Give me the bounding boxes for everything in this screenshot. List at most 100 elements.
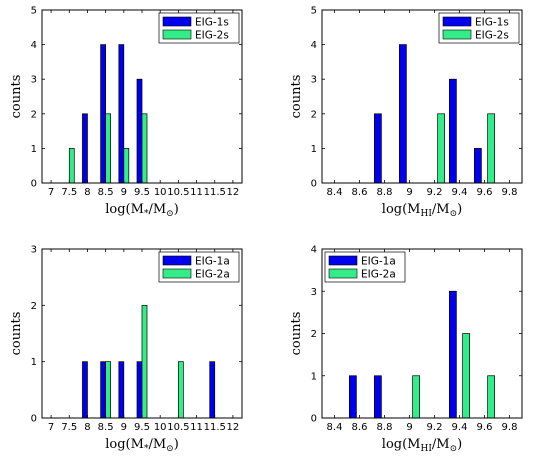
- bar-eig-1a-8: [82, 361, 88, 419]
- x-tick-label: 8.4: [327, 187, 343, 198]
- legend-label-eig-1s: EIG-1s: [195, 17, 229, 29]
- bar-eig-1s-9_4: [449, 78, 457, 184]
- bar-eig-1s-8_8: [374, 113, 382, 184]
- bar-eig-1a-9_4: [449, 290, 457, 419]
- y-tick-label: 0: [31, 414, 37, 425]
- x-tick-label: 8.4: [327, 422, 343, 433]
- bar-eig-2s-9_5: [141, 113, 148, 184]
- y-tick-label: 1: [311, 371, 317, 382]
- x-tick-label: 9.2: [427, 187, 443, 198]
- legend-swatch-eig-2s: [442, 29, 472, 40]
- x-tick-label: 8.8: [377, 187, 393, 198]
- x-tick-label: 9: [121, 422, 127, 433]
- x-tick-label: 8.5: [98, 187, 114, 198]
- legend-swatch-eig-2a: [162, 268, 192, 279]
- x-tick-label: 8.5: [98, 422, 114, 433]
- x-tick-label: 10: [154, 422, 167, 433]
- x-tick-label: 10.5: [167, 187, 189, 198]
- x-tick-label: 9: [406, 187, 412, 198]
- legend-swatch-eig-1s: [442, 16, 472, 27]
- y-tick-label: 1: [31, 144, 37, 155]
- y-axis-label: counts: [289, 312, 304, 356]
- x-tick-label: 7: [48, 187, 54, 198]
- x-tick-label: 12: [227, 187, 240, 198]
- x-axis-label: log(MHI/M⊙): [382, 202, 462, 219]
- x-tick-label: 8.8: [377, 422, 393, 433]
- x-tick-label: 7.5: [61, 187, 77, 198]
- bar-eig-1a-8_5: [100, 361, 106, 419]
- bar-eig-1a-9_5: [136, 361, 143, 419]
- x-tick-label: 11.5: [204, 422, 226, 433]
- legend-label-eig-2a: EIG-2a: [361, 269, 396, 281]
- x-tick-label: 9.5: [134, 187, 150, 198]
- legend-swatch-eig-1a: [328, 255, 358, 266]
- x-tick-label: 7: [48, 422, 54, 433]
- bar-eig-2a-9_5: [141, 304, 148, 419]
- axes-frame: [321, 9, 523, 184]
- y-tick-label: 2: [311, 109, 317, 120]
- y-tick-label: 5: [311, 6, 317, 17]
- bar-eig-1a-8_8: [374, 375, 382, 419]
- x-tick-label: 8: [84, 187, 90, 198]
- y-tick-label: 0: [31, 179, 37, 190]
- legend-label-eig-2a: EIG-2a: [195, 269, 230, 281]
- bar-eig-1s-8_5: [100, 44, 106, 184]
- y-tick-label: 1: [311, 144, 317, 155]
- x-tick-label: 8.6: [352, 187, 368, 198]
- legend-swatch-eig-1a: [162, 255, 192, 266]
- y-tick-label: 2: [311, 329, 317, 340]
- legend-label-eig-1a: EIG-1a: [195, 256, 230, 268]
- bar-eig-2s-9_6: [487, 113, 495, 184]
- y-tick-label: 3: [311, 287, 317, 298]
- bar-eig-2a-9_4: [462, 333, 470, 419]
- y-tick-label: 4: [31, 40, 37, 51]
- bar-eig-2a-10_5: [178, 361, 184, 419]
- bar-eig-1s-9_6: [474, 148, 482, 184]
- bar-eig-2s-7_5: [68, 148, 75, 184]
- x-tick-label: 9: [406, 422, 412, 433]
- y-tick-label: 2: [31, 301, 37, 312]
- x-axis-label: log(MHI/M⊙): [382, 437, 462, 454]
- x-tick-label: 11: [190, 187, 203, 198]
- y-tick-label: 3: [311, 75, 317, 86]
- bar-eig-2a-8_5: [105, 361, 111, 419]
- legend-swatch-eig-1s: [162, 16, 192, 27]
- legend-label-eig-1s: EIG-1s: [475, 17, 509, 29]
- y-tick-label: 3: [31, 75, 37, 86]
- y-axis-label: counts: [9, 312, 24, 356]
- bar-eig-2a-9: [412, 375, 420, 419]
- y-tick-label: 4: [311, 40, 317, 51]
- x-axis-label: log(M*/M⊙): [105, 202, 179, 219]
- x-tick-label: 11.5: [204, 187, 226, 198]
- x-tick-label: 9.6: [477, 187, 493, 198]
- y-tick-label: 0: [311, 414, 317, 425]
- bar-eig-2s-9: [123, 148, 130, 184]
- x-tick-label: 9.8: [502, 422, 518, 433]
- x-tick-label: 11: [190, 422, 203, 433]
- x-tick-label: 10: [154, 187, 167, 198]
- histogram-panel-2: 8.4 8.6 8.8 9 9.2 9.4 9.6 9.8 0 1 2 3 4 5 counts log(MH…: [289, 6, 523, 219]
- legend-label-eig-2s: EIG-2s: [475, 30, 509, 42]
- legend-label-eig-2s: EIG-2s: [195, 30, 229, 42]
- x-tick-label: 9.2: [427, 422, 443, 433]
- bar-eig-1s-8: [82, 113, 88, 184]
- x-tick-label: 9.4: [452, 422, 468, 433]
- bar-eig-2a-9_6: [487, 375, 495, 419]
- y-axis-label: counts: [9, 75, 24, 119]
- bar-eig-1a-11_5: [209, 361, 216, 419]
- histogram-panel-3: 7 7.5 8 8.5 9 9.5 10 10.5 11 11.5 120123countslog(…: [9, 245, 243, 454]
- x-tick-label: 8.6: [352, 422, 368, 433]
- y-tick-label: 0: [311, 179, 317, 190]
- y-tick-label: 2: [31, 109, 37, 120]
- x-tick-label: 8: [84, 422, 90, 433]
- x-axis-label: log(M*/M⊙): [105, 437, 179, 454]
- bar-eig-2s-8_5: [105, 113, 111, 184]
- bar-eig-2s-9_2: [437, 113, 445, 184]
- legend-label-eig-1a: EIG-1a: [361, 256, 396, 268]
- bar-eig-1s-9_5: [136, 78, 143, 184]
- y-tick-label: 1: [31, 357, 37, 368]
- x-tick-label: 9.4: [452, 187, 468, 198]
